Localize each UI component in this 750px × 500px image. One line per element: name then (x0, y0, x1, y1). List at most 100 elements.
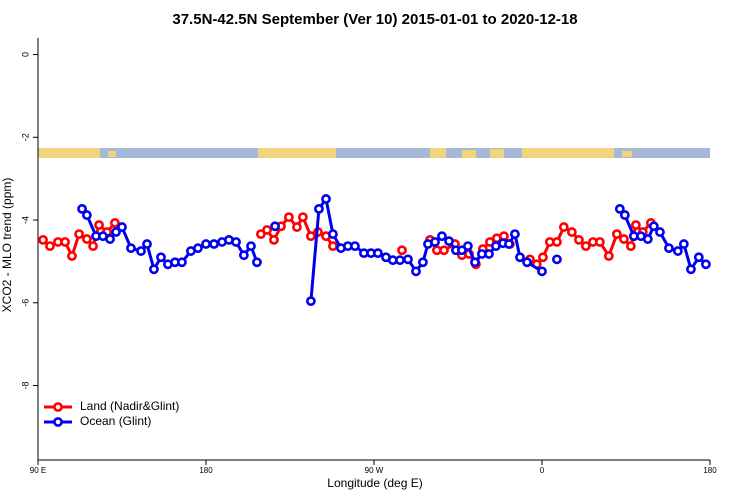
point (594, 237, 605, 247)
point (418, 257, 428, 268)
point (136, 246, 146, 256)
point (82, 234, 92, 244)
point (430, 237, 440, 247)
point (619, 234, 629, 244)
point (700, 259, 711, 270)
point (648, 221, 659, 232)
point (252, 257, 262, 268)
land-strip (108, 151, 116, 157)
map-strip (38, 148, 710, 158)
point (403, 254, 413, 265)
land-strip (258, 148, 336, 158)
point (439, 245, 449, 256)
point (538, 252, 548, 263)
point (437, 231, 447, 242)
point (283, 212, 294, 223)
point (110, 218, 120, 228)
point (67, 251, 77, 261)
y-tick-label: -8 (20, 382, 30, 390)
point (38, 234, 48, 245)
y-tick-label: 0 (20, 52, 30, 57)
point (292, 222, 302, 232)
point (552, 254, 562, 265)
point (60, 237, 70, 247)
land-strip (38, 148, 100, 158)
point (566, 227, 577, 237)
point (630, 220, 641, 230)
point (655, 227, 665, 237)
point (574, 234, 584, 245)
point (373, 248, 383, 259)
point (328, 229, 338, 240)
point (193, 243, 203, 254)
legend-label: Ocean (Glint) (80, 414, 151, 428)
x-tick-label: 180 (703, 466, 717, 475)
point (504, 239, 514, 249)
point (306, 231, 316, 242)
point (149, 264, 159, 275)
point (522, 257, 532, 268)
ocean-strip (38, 148, 710, 158)
point (45, 241, 55, 252)
point (269, 234, 279, 245)
y-tick-label: -4 (20, 216, 30, 224)
point (314, 203, 324, 214)
chart-title: 37.5N-42.5N September (Ver 10) 2015-01-0… (172, 11, 577, 28)
point (297, 212, 308, 223)
point (678, 239, 689, 249)
point (664, 243, 674, 254)
point (672, 246, 683, 256)
point (619, 210, 630, 220)
point (105, 234, 115, 244)
land-strip (490, 149, 504, 158)
point (510, 229, 520, 240)
land-strip (462, 150, 476, 158)
point (642, 234, 653, 244)
y-axis-label: XCO2 - MLO trend (ppm) (0, 178, 14, 313)
legend-marker (53, 402, 63, 412)
point (201, 239, 211, 249)
point (603, 251, 614, 261)
point (88, 241, 98, 252)
point (614, 203, 625, 214)
point (126, 243, 136, 254)
land-strip (430, 148, 446, 158)
legend-label: Land (Nadir&Glint) (80, 399, 179, 413)
point (558, 222, 569, 232)
point (686, 264, 696, 275)
point (82, 210, 92, 220)
x-axis-label: Longitude (deg E) (327, 476, 422, 490)
point (397, 245, 407, 256)
point (693, 252, 704, 263)
point (117, 222, 127, 232)
point (177, 257, 187, 268)
point (231, 237, 241, 247)
point (552, 237, 562, 247)
x-tick-label: 0 (540, 466, 545, 475)
point (444, 236, 454, 247)
point (484, 249, 494, 259)
point (537, 266, 547, 277)
legend-marker (53, 417, 63, 427)
point (246, 241, 256, 252)
y-tick-label: -2 (20, 133, 30, 141)
point (462, 241, 473, 252)
point (270, 221, 280, 232)
point (142, 239, 152, 249)
x-tick-label: 90 W (365, 466, 384, 475)
point (625, 241, 636, 252)
point (238, 250, 249, 261)
point (411, 266, 421, 277)
point (306, 296, 316, 307)
y-tick-label: -6 (20, 299, 30, 307)
point (350, 241, 360, 252)
point (611, 229, 622, 240)
point (94, 220, 104, 230)
point (580, 241, 591, 252)
point (262, 225, 272, 235)
point (395, 255, 405, 266)
point (77, 203, 87, 214)
x-tick-label: 180 (199, 466, 213, 475)
x-tick-label: 90 E (30, 466, 46, 475)
